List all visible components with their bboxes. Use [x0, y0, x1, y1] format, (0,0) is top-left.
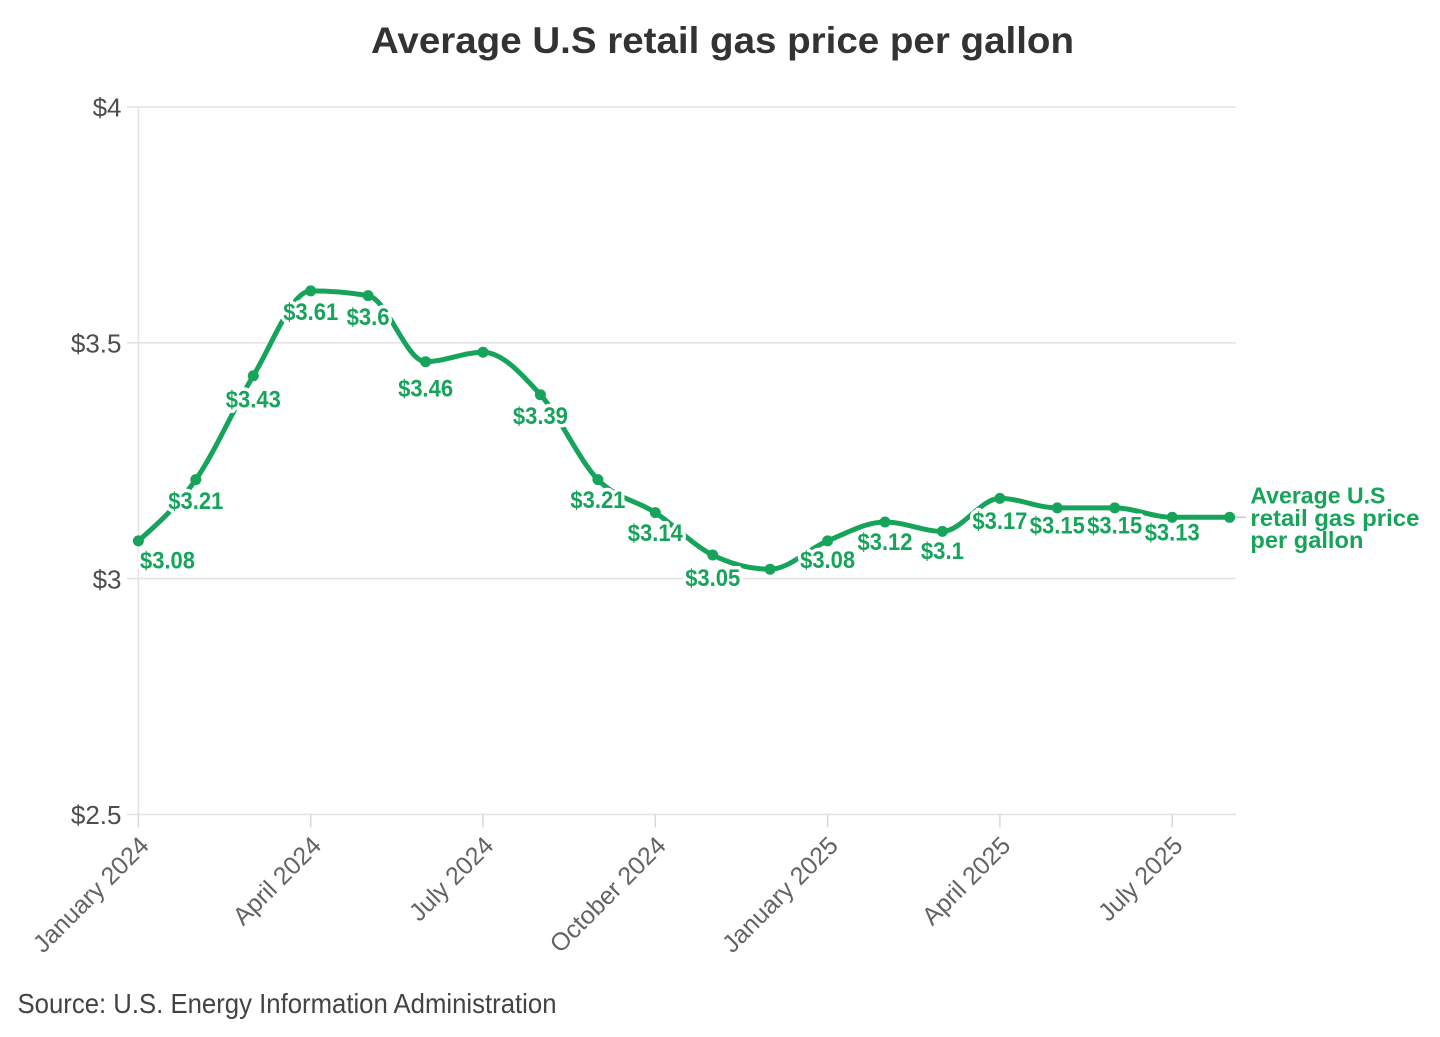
- svg-text:Average U.S: Average U.S: [1250, 483, 1385, 509]
- svg-text:$3.46: $3.46: [398, 376, 453, 403]
- svg-text:$3.08: $3.08: [140, 547, 195, 574]
- svg-text:$4: $4: [93, 93, 122, 123]
- svg-text:$3.5: $3.5: [71, 329, 122, 359]
- svg-text:per gallon: per gallon: [1250, 527, 1363, 553]
- svg-text:$3.43: $3.43: [226, 386, 281, 413]
- svg-text:$3.39: $3.39: [513, 403, 568, 430]
- svg-text:$3.21: $3.21: [168, 488, 223, 515]
- svg-text:retail gas price: retail gas price: [1250, 505, 1419, 531]
- svg-text:$3.15: $3.15: [1087, 513, 1142, 540]
- svg-text:$3.15: $3.15: [1030, 513, 1085, 540]
- svg-text:Average U.S retail gas price p: Average U.S retail gas price per gallon: [371, 19, 1074, 61]
- svg-text:$2.5: $2.5: [71, 800, 122, 830]
- svg-text:$3.13: $3.13: [1145, 519, 1200, 546]
- svg-text:$3.61: $3.61: [283, 299, 338, 326]
- svg-text:$3.05: $3.05: [685, 565, 740, 592]
- svg-text:$3.1: $3.1: [921, 538, 964, 565]
- svg-text:$3.17: $3.17: [972, 508, 1027, 535]
- svg-text:$3.08: $3.08: [800, 547, 855, 574]
- svg-text:$3.21: $3.21: [570, 487, 625, 514]
- svg-text:Source: U.S. Energy Informatio: Source: U.S. Energy Information Administ…: [18, 988, 557, 1019]
- svg-text:$3.6: $3.6: [347, 304, 390, 331]
- svg-text:$3: $3: [93, 564, 122, 594]
- svg-text:$3.12: $3.12: [858, 529, 913, 556]
- svg-text:$3.14: $3.14: [628, 520, 683, 547]
